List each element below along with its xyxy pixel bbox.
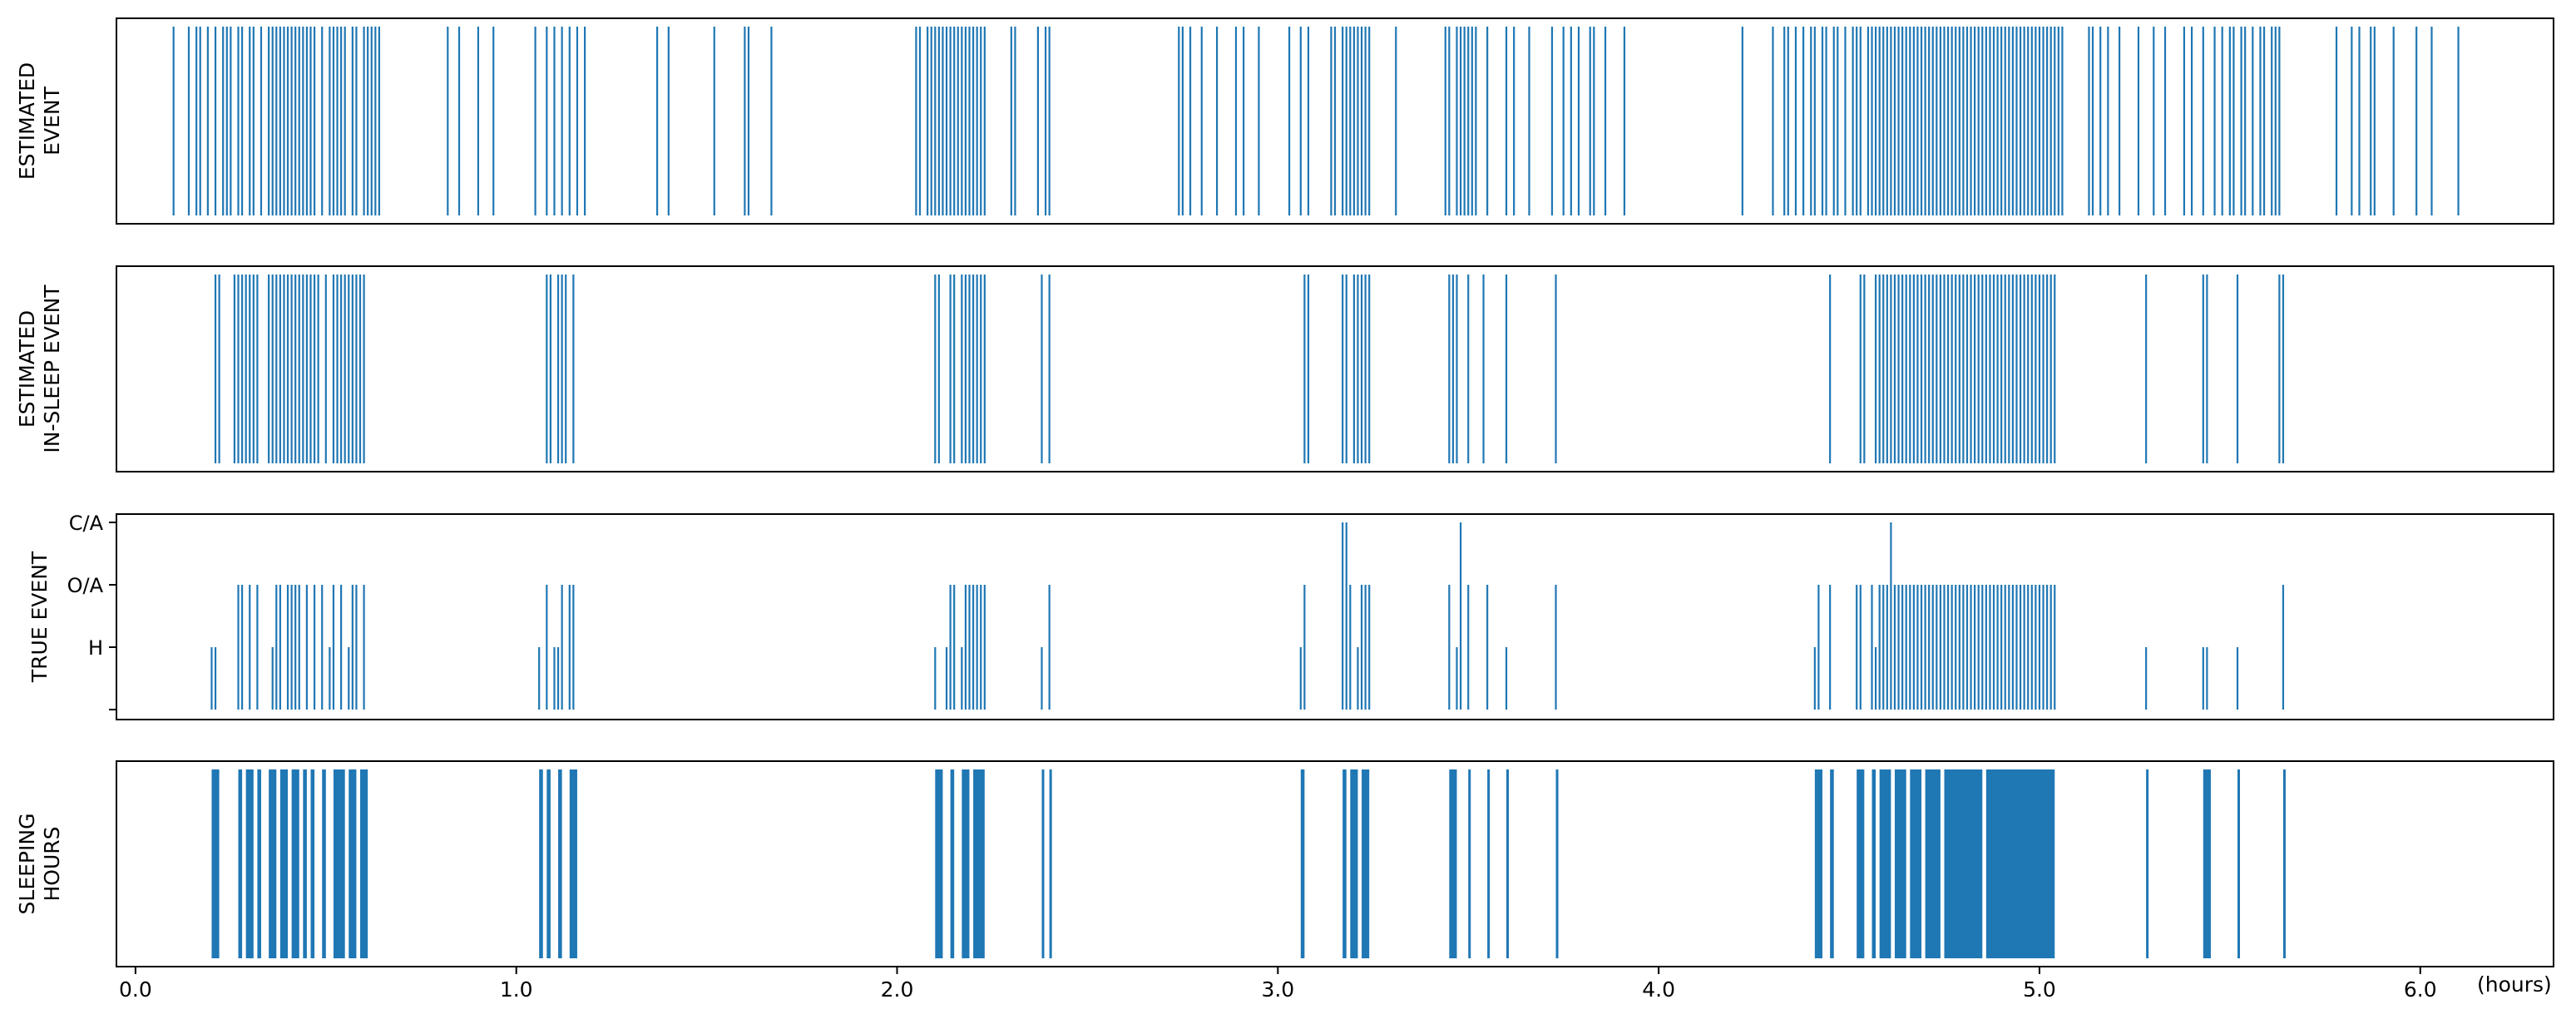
sleep-interval — [569, 769, 577, 958]
axes-frame-sleeping_hours — [116, 760, 2554, 967]
sleep-interval — [1871, 769, 1876, 958]
sleep-interval — [1894, 769, 1906, 958]
sleep-interval — [245, 769, 254, 958]
sleep-interval — [1468, 769, 1471, 958]
sleep-interval — [1342, 769, 1347, 958]
axes-frame-estimated_in_sleep_event — [116, 265, 2554, 472]
sleep-interval — [279, 769, 289, 958]
y-tick-label: H — [88, 636, 103, 660]
sleep-interval — [2282, 769, 2286, 958]
x-tick-label: 5.0 — [2023, 977, 2056, 1002]
sleep-interval — [973, 769, 985, 958]
sleep-interval — [1041, 769, 1045, 958]
y-tick-label: C/A — [69, 512, 104, 535]
sleep-interval — [322, 769, 326, 958]
sleep-interval — [360, 769, 368, 958]
sleep-interval — [1879, 769, 1891, 958]
sleep-interval — [1350, 769, 1358, 958]
sleep-interval — [1300, 769, 1305, 958]
sleep-interval — [1362, 769, 1370, 958]
sleep-interval — [349, 769, 357, 958]
sleep-interval — [303, 769, 307, 958]
axes-frame-estimated_event — [116, 17, 2554, 225]
sleep-interval — [2146, 769, 2149, 958]
sleep-interval — [1944, 769, 1983, 958]
sleep-interval — [1814, 769, 1822, 958]
x-tick-label: 4.0 — [1642, 977, 1675, 1002]
sleep-interval — [539, 769, 543, 958]
x-tick-label: 0.0 — [119, 977, 152, 1002]
sleep-interval — [1049, 769, 1052, 958]
axes-frame-true_event — [116, 513, 2554, 720]
y-axis-label: EVENT — [40, 86, 64, 155]
x-tick-label: 2.0 — [881, 977, 914, 1002]
sleep-interval — [1910, 769, 1922, 958]
y-axis-label: TRUE EVENT — [27, 551, 52, 683]
sleep-interval — [950, 769, 955, 958]
sleep-interval — [291, 769, 299, 958]
sleep-interval — [546, 769, 551, 958]
x-tick-label: 6.0 — [2404, 977, 2437, 1002]
sleep-interval — [1487, 769, 1491, 958]
sleep-interval — [1555, 769, 1559, 958]
sleep-interval — [211, 769, 220, 958]
y-tick-label: O/A — [67, 574, 104, 597]
sleep-interval — [1506, 769, 1510, 958]
sleep-interval — [935, 769, 943, 958]
y-axis-label: ESTIMATED — [15, 310, 39, 428]
y-axis-label: IN-SLEEP EVENT — [40, 284, 64, 453]
sleep-interval — [1449, 769, 1457, 958]
sleep-interval — [2237, 769, 2241, 958]
sleep-interval — [2203, 769, 2211, 958]
sleep-interval — [1925, 769, 1941, 958]
sleep-interval — [558, 769, 562, 958]
y-axis-label: SLEEPING — [15, 814, 39, 915]
sleep-interval — [238, 769, 243, 958]
sleep-interval — [1830, 769, 1834, 958]
x-tick-label: 1.0 — [500, 977, 533, 1002]
sleep-interval — [269, 769, 277, 958]
sleep-interval — [310, 769, 315, 958]
sleep-interval — [962, 769, 970, 958]
sleep-interval — [333, 769, 345, 958]
sleep-interval — [1857, 769, 1865, 958]
x-unit-label: (hours) — [2477, 972, 2552, 997]
y-axis-label: HOURS — [40, 826, 64, 901]
x-tick-label: 3.0 — [1261, 977, 1294, 1002]
sleep-interval — [1985, 769, 2055, 958]
y-axis-label: ESTIMATED — [15, 62, 39, 180]
sleep-interval — [257, 769, 261, 958]
